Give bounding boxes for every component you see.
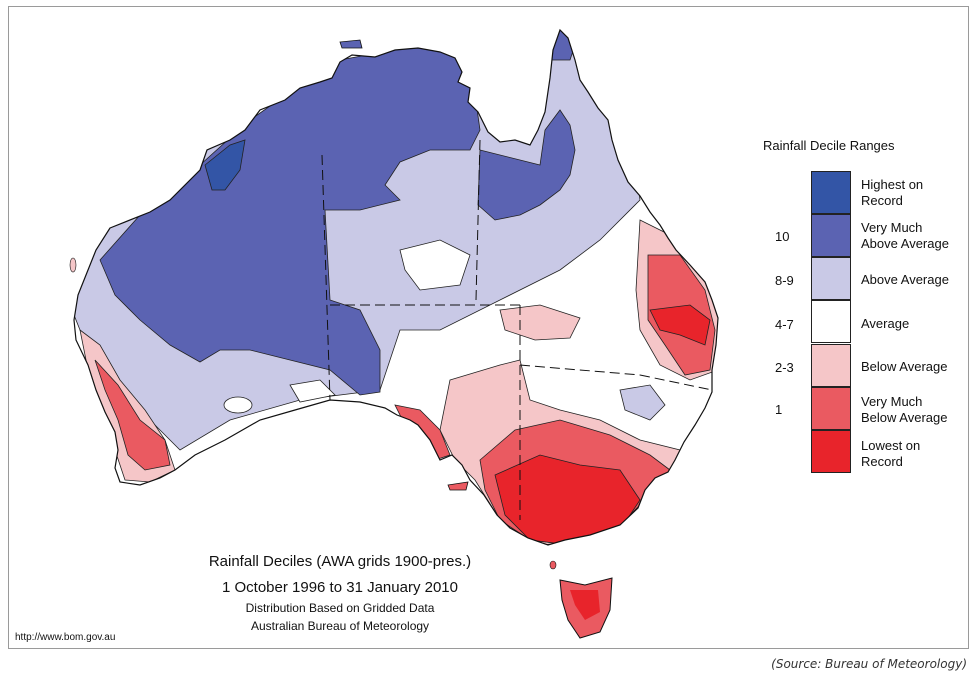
map-title: Rainfall Deciles (AWA grids 1900-pres.) (208, 553, 472, 570)
legend-decile-4-7: 4-7 (775, 317, 794, 332)
legend-decile-2-3: 2-3 (775, 360, 794, 375)
legend-label-below: Below Average (861, 359, 948, 374)
legend-decile-1: 1 (775, 402, 783, 417)
legend-decile-8-9: 8-9 (775, 273, 794, 288)
legend-label-lowest: Lowest on Record (861, 438, 921, 469)
legend-label-very-much-below: Very Much Below Average (861, 394, 948, 425)
source-credit: (Source: Bureau of Meteorology) (771, 657, 967, 671)
legend-swatch-below (811, 344, 851, 387)
legend-label-very-much-above: Very Much Above Average (861, 220, 949, 251)
map-frame (8, 6, 969, 649)
map-agency: Australian Bureau of Meteorology (250, 619, 430, 633)
legend-title: Rainfall Decile Ranges (763, 138, 895, 153)
legend-decile-10: 10 (775, 229, 790, 244)
legend-swatch-lowest (811, 430, 851, 473)
map-date-range: 1 October 1996 to 31 January 2010 (221, 579, 458, 596)
map-distribution-note: Distribution Based on Gridded Data (245, 601, 435, 615)
legend-swatch-very-much-below (811, 387, 851, 430)
legend-label-highest: Highest on Record (861, 177, 924, 208)
legend-swatch-average (811, 300, 851, 343)
source-url: http://www.bom.gov.au (15, 632, 116, 643)
legend-label-average: Average (861, 316, 910, 331)
legend-swatch-very-much-above (811, 214, 851, 257)
legend-swatch-above (811, 257, 851, 300)
legend-swatch-highest (811, 171, 851, 214)
legend-label-above: Above Average (861, 272, 949, 287)
